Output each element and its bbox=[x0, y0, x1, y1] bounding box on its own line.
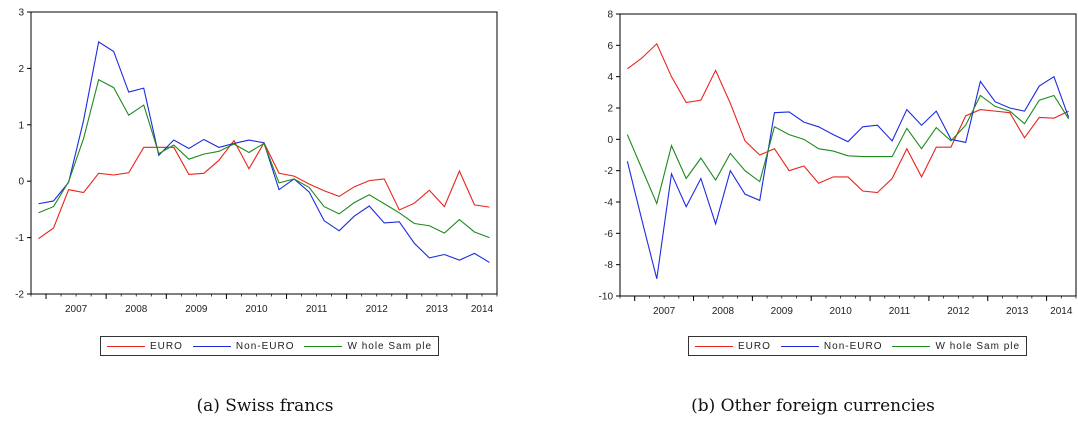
series-line-whole-sample bbox=[38, 78, 490, 239]
y-tick-label: -6 bbox=[604, 229, 613, 240]
x-tick-label: 2008 bbox=[125, 304, 148, 315]
chart-swiss-francs: -2 -1 0 1 2 3 2007 2008 2009 2010 2011 2012 2013 2014 bbox=[15, 8, 498, 315]
series-line-euro bbox=[38, 139, 490, 240]
series-line-euro bbox=[627, 42, 1069, 194]
y-tick-label: 6 bbox=[607, 41, 613, 52]
plot-frame bbox=[619, 13, 1077, 297]
x-tick-label: 2014 bbox=[1050, 306, 1073, 317]
legend-swatch-non-euro bbox=[192, 345, 231, 347]
legend-label-non-euro: Non-EURO bbox=[235, 340, 295, 352]
legend-swatch-whole-sample bbox=[304, 345, 343, 347]
x-tick-label: 2011 bbox=[889, 306, 911, 317]
legend-item-non-euro: Non-EURO bbox=[192, 340, 295, 352]
legend-item-non-euro: Non-EURO bbox=[780, 340, 883, 352]
y-tick-label: 1 bbox=[18, 120, 24, 131]
legend-item-whole-sample: W hole Sam ple bbox=[304, 341, 432, 352]
y-tick-label: -2 bbox=[604, 166, 613, 177]
legend-item-whole-sample: W hole Sam ple bbox=[892, 341, 1020, 352]
legend-label-non-euro: Non-EURO bbox=[823, 340, 883, 352]
y-tick-label: 0 bbox=[18, 177, 24, 188]
legend-label-whole-sample: W hole Sam ple bbox=[347, 340, 433, 352]
y-tick-label: 0 bbox=[607, 135, 613, 146]
y-tick-label: 3 bbox=[18, 8, 24, 19]
y-tick-label: 2 bbox=[607, 104, 613, 115]
legend: EURO Non-EURO W hole Sam ple bbox=[100, 336, 440, 356]
caption-swiss-francs: (a) Swiss francs bbox=[196, 396, 334, 416]
legend-item-euro: EURO bbox=[695, 341, 771, 352]
y-tick-label: -4 bbox=[604, 198, 613, 209]
plot-frame bbox=[30, 11, 498, 295]
x-tick-label: 2007 bbox=[65, 304, 88, 315]
chart-panel-other-currencies: -10 -8 -6 -4 -2 0 2 4 6 8 2007 2008 2009 2010 2011 2012… bbox=[548, 0, 1078, 425]
legend: EURO Non-EURO W hole Sam ple bbox=[688, 336, 1028, 356]
legend-label-euro: EURO bbox=[150, 340, 183, 352]
x-tick-label: 2010 bbox=[245, 304, 268, 315]
series-line-whole-sample bbox=[626, 94, 1070, 206]
legend-swatch-non-euro bbox=[780, 345, 819, 347]
x-tick-label: 2013 bbox=[426, 304, 449, 315]
y-tick-label: 4 bbox=[607, 72, 613, 83]
x-tick-label: 2009 bbox=[771, 306, 794, 317]
x-tick-label: 2009 bbox=[185, 304, 208, 315]
x-tick-label: 2012 bbox=[366, 304, 389, 315]
legend-label-whole-sample: W hole Sam ple bbox=[935, 340, 1021, 352]
y-tick-label: 8 bbox=[607, 10, 613, 21]
legend-item-euro: EURO bbox=[107, 341, 183, 352]
y-tick-label: -1 bbox=[15, 233, 24, 244]
x-tick-label: 2007 bbox=[653, 306, 676, 317]
legend-swatch-euro bbox=[695, 345, 733, 347]
y-tick-label: 2 bbox=[18, 64, 24, 75]
x-tick-label: 2008 bbox=[712, 306, 735, 317]
x-tick-label: 2012 bbox=[947, 306, 970, 317]
legend-swatch-whole-sample bbox=[892, 345, 931, 347]
chart-other-currencies: -10 -8 -6 -4 -2 0 2 4 6 8 2007 2008 2009 2010 2011 2012… bbox=[599, 10, 1077, 317]
series-line-non-euro bbox=[626, 75, 1070, 279]
x-tick-label: 2014 bbox=[471, 304, 494, 315]
y-tick-label: -8 bbox=[604, 260, 613, 271]
series-line-non-euro bbox=[38, 40, 490, 263]
legend-swatch-euro bbox=[107, 345, 145, 347]
legend-label-euro: EURO bbox=[738, 340, 771, 352]
y-tick-label: -2 bbox=[15, 290, 24, 301]
chart-panel-swiss-francs: -2 -1 0 1 2 3 2007 2008 2009 2010 2011 2012 2013 2014… bbox=[0, 0, 530, 425]
x-tick-label: 2011 bbox=[306, 304, 328, 315]
y-tick-label: -10 bbox=[599, 292, 614, 303]
caption-other-currencies: (b) Other foreign currencies bbox=[691, 396, 935, 416]
x-tick-label: 2010 bbox=[830, 306, 853, 317]
x-tick-label: 2013 bbox=[1006, 306, 1029, 317]
